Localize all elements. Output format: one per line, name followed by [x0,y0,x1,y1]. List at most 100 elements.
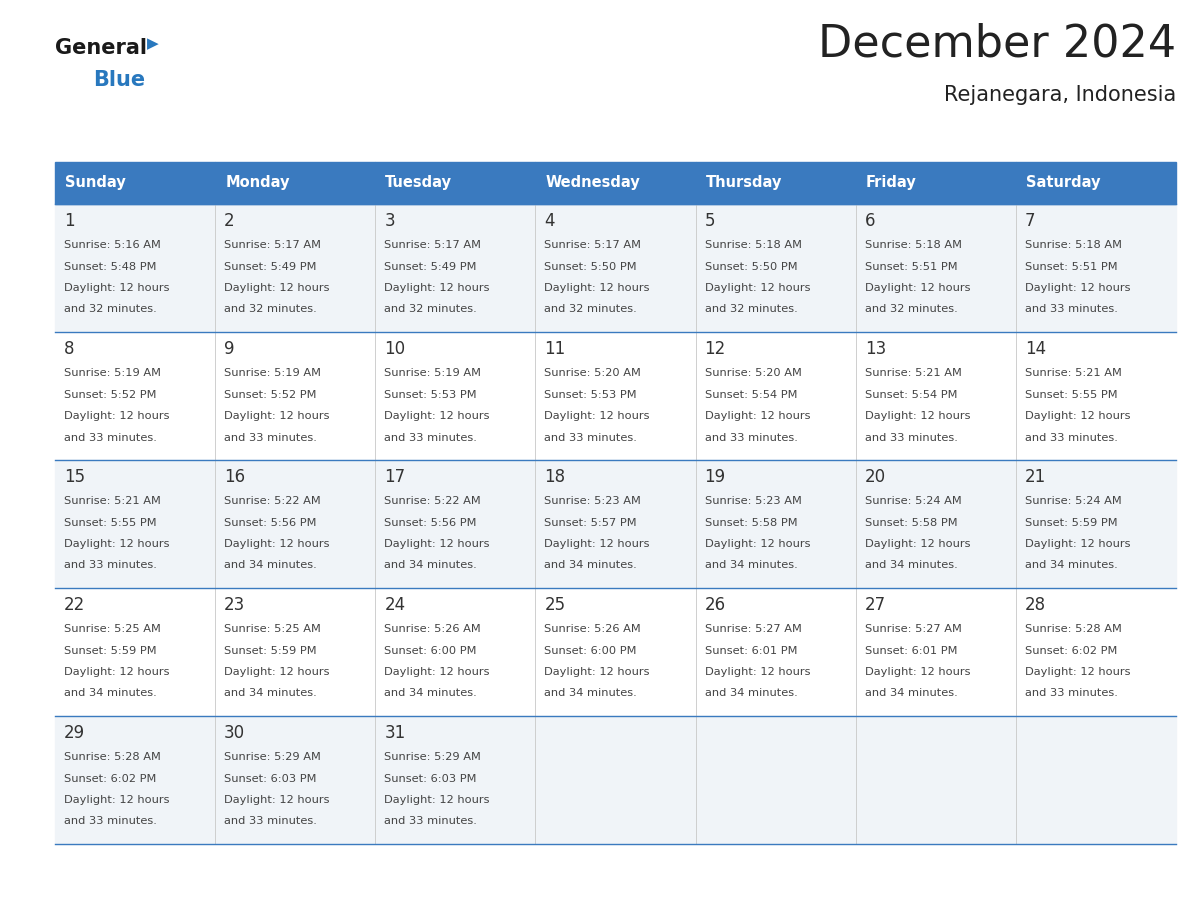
Text: Daylight: 12 hours: Daylight: 12 hours [544,539,650,549]
Text: and 34 minutes.: and 34 minutes. [544,561,637,570]
Text: and 34 minutes.: and 34 minutes. [225,561,317,570]
Text: 1: 1 [64,212,75,230]
Text: 22: 22 [64,596,86,614]
Text: and 33 minutes.: and 33 minutes. [704,432,797,442]
Text: Daylight: 12 hours: Daylight: 12 hours [1025,411,1130,421]
Text: Wednesday: Wednesday [545,175,640,191]
Text: 16: 16 [225,468,245,486]
Text: Daylight: 12 hours: Daylight: 12 hours [384,539,489,549]
Text: Sunset: 5:48 PM: Sunset: 5:48 PM [64,262,157,272]
Text: and 33 minutes.: and 33 minutes. [225,432,317,442]
Text: 15: 15 [64,468,86,486]
Text: and 34 minutes.: and 34 minutes. [865,688,958,699]
Text: 6: 6 [865,212,876,230]
Text: Monday: Monday [226,175,290,191]
Text: Daylight: 12 hours: Daylight: 12 hours [64,539,170,549]
Text: Daylight: 12 hours: Daylight: 12 hours [544,411,650,421]
Text: 24: 24 [384,596,405,614]
Text: ▶: ▶ [147,36,159,51]
Text: Sunset: 5:56 PM: Sunset: 5:56 PM [384,518,476,528]
Text: Sunrise: 5:20 AM: Sunrise: 5:20 AM [544,368,642,378]
Text: Sunrise: 5:29 AM: Sunrise: 5:29 AM [225,752,321,762]
Text: Sunset: 5:57 PM: Sunset: 5:57 PM [544,518,637,528]
Text: 25: 25 [544,596,565,614]
Text: Daylight: 12 hours: Daylight: 12 hours [64,795,170,805]
Text: Sunrise: 5:24 AM: Sunrise: 5:24 AM [1025,496,1121,506]
Text: 12: 12 [704,340,726,358]
Bar [1016,162,1176,204]
Text: and 34 minutes.: and 34 minutes. [64,688,157,699]
Text: Daylight: 12 hours: Daylight: 12 hours [64,667,170,677]
Text: Sunset: 5:50 PM: Sunset: 5:50 PM [704,262,797,272]
Text: Sunrise: 5:26 AM: Sunrise: 5:26 AM [544,624,642,634]
Text: Sunset: 5:50 PM: Sunset: 5:50 PM [544,262,637,272]
Bar [695,162,855,204]
Bar [55,204,1176,332]
Text: Sunrise: 5:23 AM: Sunrise: 5:23 AM [544,496,642,506]
Text: Sunrise: 5:24 AM: Sunrise: 5:24 AM [865,496,961,506]
Text: and 32 minutes.: and 32 minutes. [544,305,637,315]
Text: 28: 28 [1025,596,1045,614]
Text: Daylight: 12 hours: Daylight: 12 hours [544,283,650,293]
Text: and 33 minutes.: and 33 minutes. [384,432,478,442]
Text: Sunrise: 5:21 AM: Sunrise: 5:21 AM [865,368,961,378]
Text: and 33 minutes.: and 33 minutes. [384,816,478,826]
Text: 2: 2 [225,212,235,230]
Text: December 2024: December 2024 [817,22,1176,65]
Text: Sunset: 5:59 PM: Sunset: 5:59 PM [1025,518,1118,528]
Text: and 32 minutes.: and 32 minutes. [384,305,478,315]
Text: Daylight: 12 hours: Daylight: 12 hours [1025,667,1130,677]
Text: Sunset: 5:49 PM: Sunset: 5:49 PM [384,262,476,272]
Text: Sunset: 5:49 PM: Sunset: 5:49 PM [225,262,317,272]
Text: 8: 8 [64,340,75,358]
Text: and 33 minutes.: and 33 minutes. [1025,688,1118,699]
Text: and 32 minutes.: and 32 minutes. [865,305,958,315]
Bar [55,460,1176,588]
Text: Sunrise: 5:26 AM: Sunrise: 5:26 AM [384,624,481,634]
Text: Sunset: 6:01 PM: Sunset: 6:01 PM [865,645,958,655]
Text: Sunset: 5:55 PM: Sunset: 5:55 PM [64,518,157,528]
Text: and 33 minutes.: and 33 minutes. [225,816,317,826]
Bar [55,716,1176,844]
Text: Sunrise: 5:19 AM: Sunrise: 5:19 AM [384,368,481,378]
Bar [55,588,1176,716]
Text: 30: 30 [225,724,245,742]
Text: Sunrise: 5:27 AM: Sunrise: 5:27 AM [704,624,802,634]
Text: 21: 21 [1025,468,1047,486]
Text: 19: 19 [704,468,726,486]
Text: 3: 3 [384,212,394,230]
Text: and 33 minutes.: and 33 minutes. [1025,432,1118,442]
Text: Daylight: 12 hours: Daylight: 12 hours [1025,283,1130,293]
Text: Sunset: 6:01 PM: Sunset: 6:01 PM [704,645,797,655]
Text: Sunrise: 5:23 AM: Sunrise: 5:23 AM [704,496,802,506]
Text: Sunset: 6:00 PM: Sunset: 6:00 PM [544,645,637,655]
Text: Thursday: Thursday [706,175,782,191]
Text: 23: 23 [225,596,246,614]
Bar [55,332,1176,460]
Text: and 33 minutes.: and 33 minutes. [1025,305,1118,315]
Text: Sunset: 6:02 PM: Sunset: 6:02 PM [64,774,157,783]
Text: Sunset: 5:56 PM: Sunset: 5:56 PM [225,518,317,528]
Text: Sunrise: 5:17 AM: Sunrise: 5:17 AM [225,240,321,250]
Text: 13: 13 [865,340,886,358]
Text: Sunset: 5:51 PM: Sunset: 5:51 PM [865,262,958,272]
Text: Sunset: 5:54 PM: Sunset: 5:54 PM [704,389,797,399]
Text: Daylight: 12 hours: Daylight: 12 hours [225,667,329,677]
Text: Sunrise: 5:29 AM: Sunrise: 5:29 AM [384,752,481,762]
Text: Sunrise: 5:18 AM: Sunrise: 5:18 AM [1025,240,1121,250]
Text: Sunset: 5:55 PM: Sunset: 5:55 PM [1025,389,1118,399]
Text: Daylight: 12 hours: Daylight: 12 hours [64,411,170,421]
Text: Sunset: 5:58 PM: Sunset: 5:58 PM [865,518,958,528]
Text: and 34 minutes.: and 34 minutes. [384,688,478,699]
Text: Sunrise: 5:18 AM: Sunrise: 5:18 AM [704,240,802,250]
Text: Daylight: 12 hours: Daylight: 12 hours [865,411,971,421]
Text: Daylight: 12 hours: Daylight: 12 hours [225,411,329,421]
Text: Daylight: 12 hours: Daylight: 12 hours [865,539,971,549]
Text: Sunrise: 5:27 AM: Sunrise: 5:27 AM [865,624,961,634]
Text: 27: 27 [865,596,886,614]
Text: and 34 minutes.: and 34 minutes. [544,688,637,699]
Text: Sunrise: 5:21 AM: Sunrise: 5:21 AM [1025,368,1121,378]
Text: and 34 minutes.: and 34 minutes. [704,688,797,699]
Text: Daylight: 12 hours: Daylight: 12 hours [865,283,971,293]
Text: Sunrise: 5:17 AM: Sunrise: 5:17 AM [384,240,481,250]
